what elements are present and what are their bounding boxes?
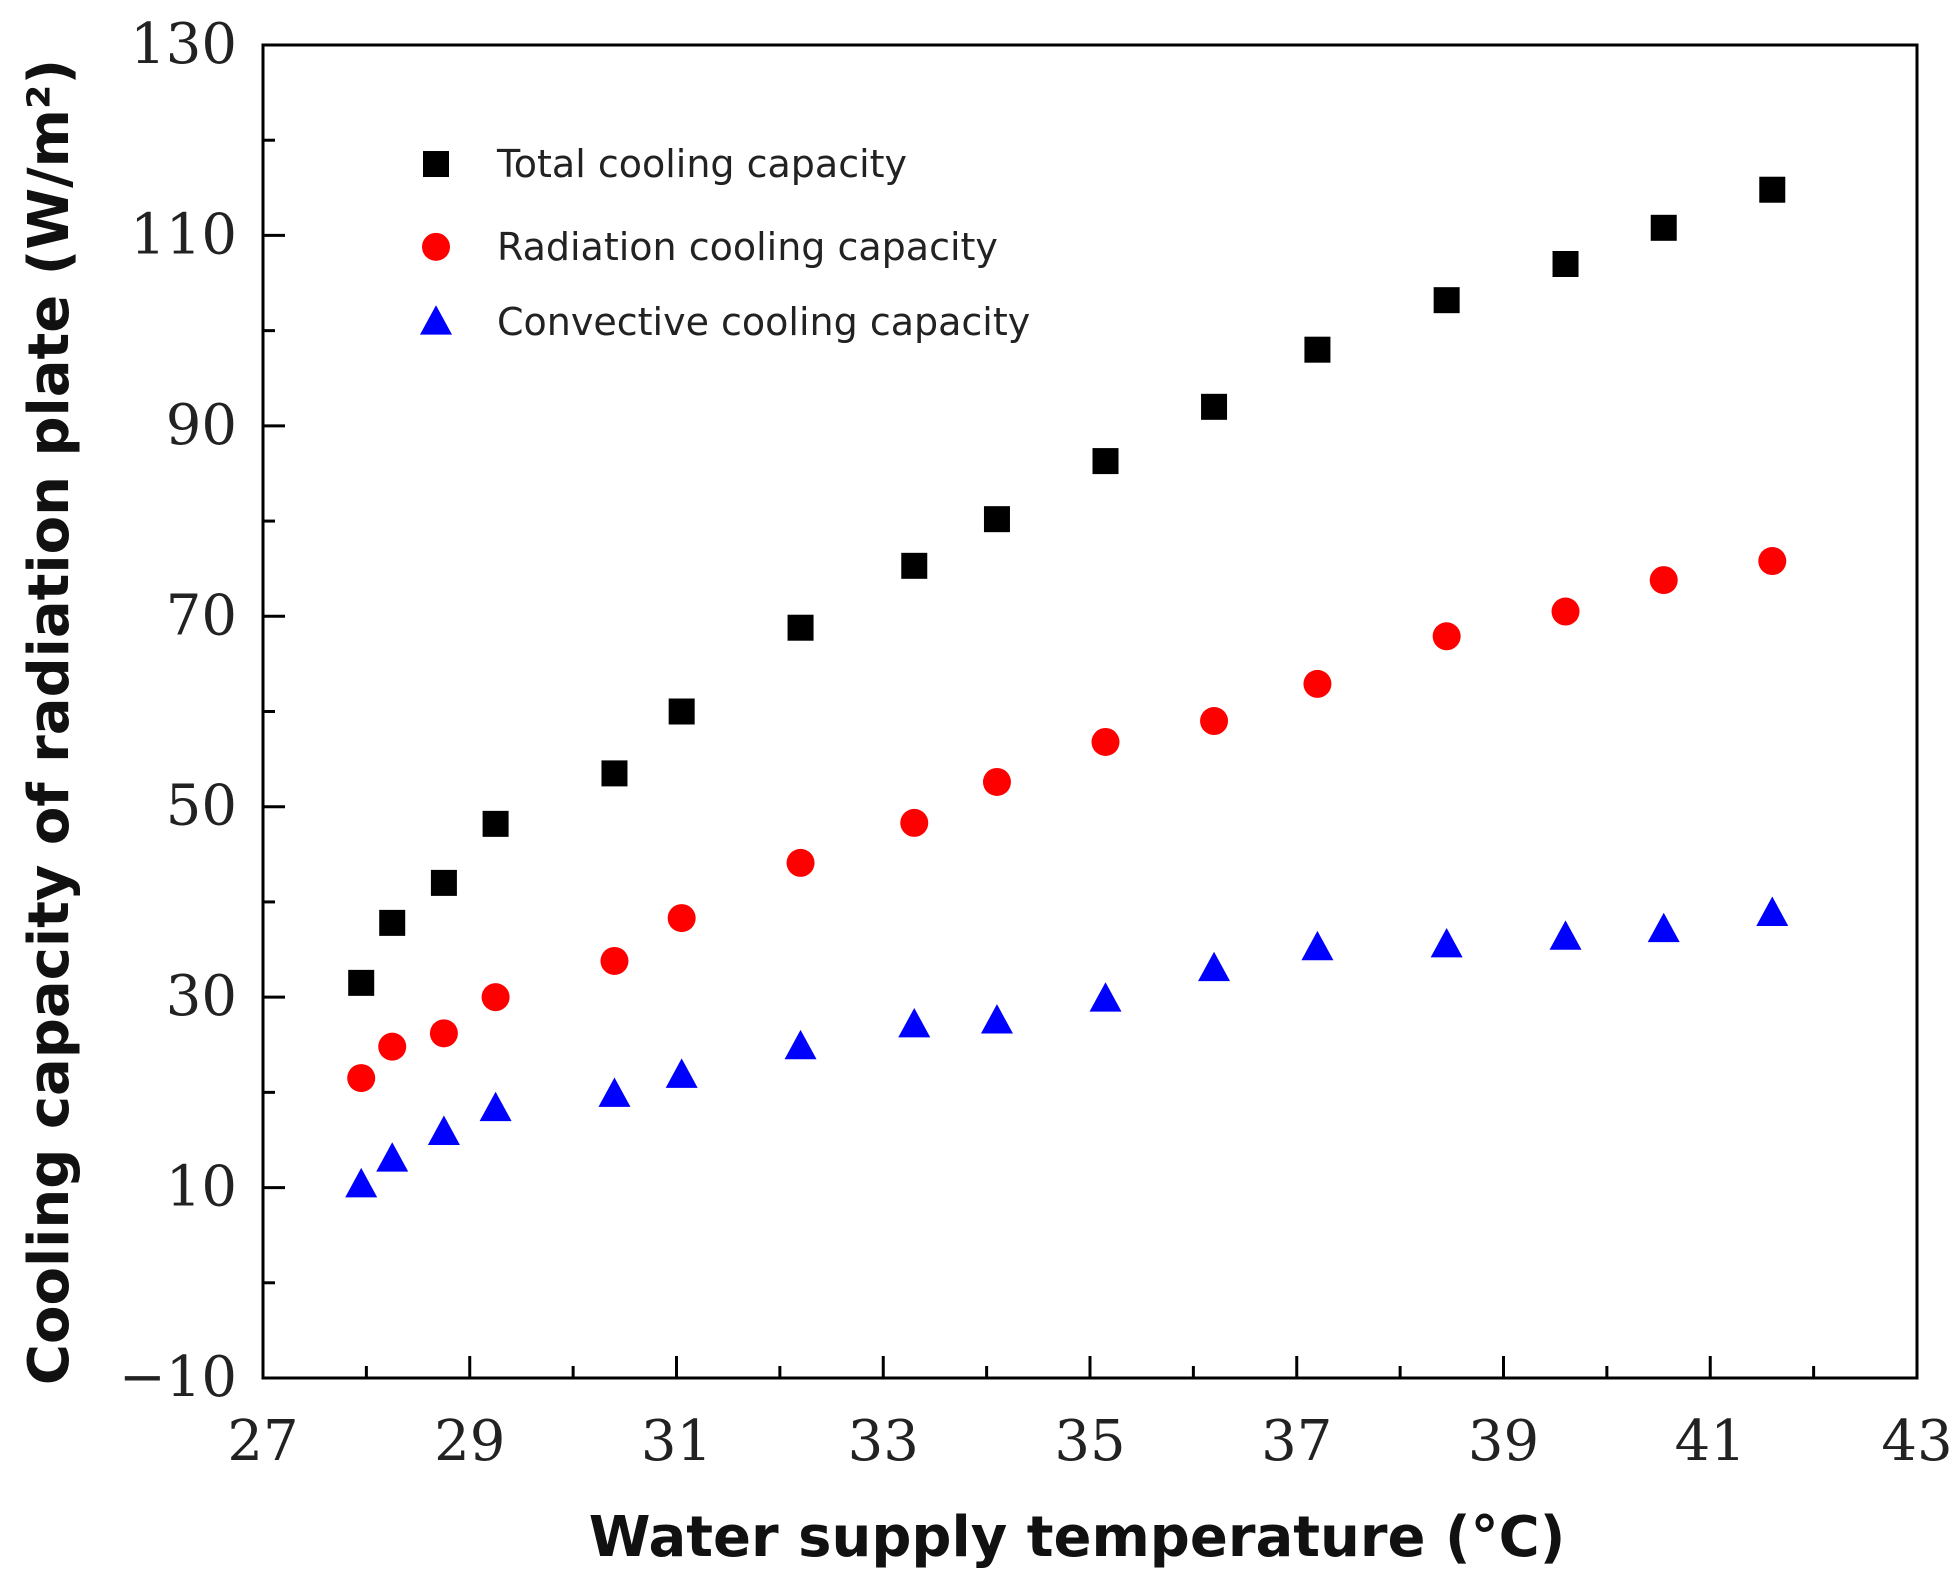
data-point [601,760,628,787]
data-point [1549,920,1582,950]
x-axis-title: Water supply temperature (°C) [589,1505,1566,1570]
y-tick-label: 110 [130,202,237,267]
y-tick-label: 130 [130,12,237,77]
data-point [430,869,457,896]
data-point [982,767,1011,796]
series-convective-cooling-capacity [345,896,1789,1198]
data-point [429,1019,458,1048]
legend-marker [420,305,452,335]
series-total-cooling-capacity [348,176,1786,996]
data-point [1089,982,1122,1012]
data-point [427,1115,460,1145]
data-point [901,552,928,579]
data-point [784,1029,817,1060]
data-point [379,909,406,936]
x-tick-label: 39 [1468,1409,1539,1474]
data-point [665,1058,698,1088]
data-point [1430,927,1463,958]
data-point [1303,669,1332,698]
data-points [345,176,1789,1198]
data-point [1758,547,1787,576]
data-point [900,808,929,837]
data-point [481,983,510,1012]
data-point [348,969,375,996]
data-point [347,1064,376,1093]
x-tick-label: 33 [848,1409,919,1474]
data-point [898,1007,931,1038]
data-point [1551,597,1580,626]
data-point [787,614,814,641]
data-point [376,1142,409,1172]
legend-marker [422,232,450,261]
y-tick-label: 30 [166,964,237,1029]
data-point [345,1167,378,1198]
x-tick-label: 29 [434,1409,505,1474]
axes: 27 29 31 33 35 37 39 41 43 −10 10 30 50 70 90 110 130 [119,12,1953,1474]
data-point [1301,930,1334,961]
data-point [1091,727,1120,756]
data-point [668,698,695,725]
data-point [1432,622,1461,651]
x-tick-label: 37 [1261,1409,1332,1474]
data-point [1647,912,1680,943]
x-tick-label: 41 [1675,1409,1746,1474]
legend-label: Total cooling capacity [496,142,907,186]
y-axis-title: Cooling capacity of radiation plate (W/m… [17,59,82,1385]
data-point [1756,896,1789,926]
data-point [1650,214,1677,241]
x-tick-label: 27 [227,1409,298,1474]
y-tick-label: 50 [166,774,237,839]
data-point [600,946,629,975]
x-tick-label: 35 [1054,1409,1125,1474]
y-tick-label: −10 [119,1345,237,1410]
data-point [786,848,815,877]
data-point [667,904,696,933]
data-point [1304,336,1331,363]
x-tick-label: 43 [1881,1409,1952,1474]
legend-label: Radiation cooling capacity [497,225,998,269]
data-point [1759,176,1786,203]
data-point [1552,250,1579,277]
data-point [983,506,1010,533]
series-radiation-cooling-capacity [347,547,1787,1093]
data-point [1198,951,1231,982]
y-tick-label: 10 [166,1155,237,1220]
data-point [1092,448,1119,475]
data-point [980,1004,1013,1034]
data-point [1433,287,1460,314]
y-tick-label: 90 [166,393,237,458]
legend: Total cooling capacity Radiation cooling … [420,142,1030,344]
legend-marker [423,151,449,178]
x-tick-label: 31 [641,1409,712,1474]
data-point [378,1032,407,1061]
legend-label: Convective cooling capacity [497,300,1030,344]
data-point [1200,707,1229,736]
y-tick-label: 70 [166,583,237,648]
data-point [482,810,509,837]
data-point [598,1077,631,1107]
data-point [1201,393,1228,420]
data-point [1649,566,1678,595]
data-point [479,1091,512,1122]
